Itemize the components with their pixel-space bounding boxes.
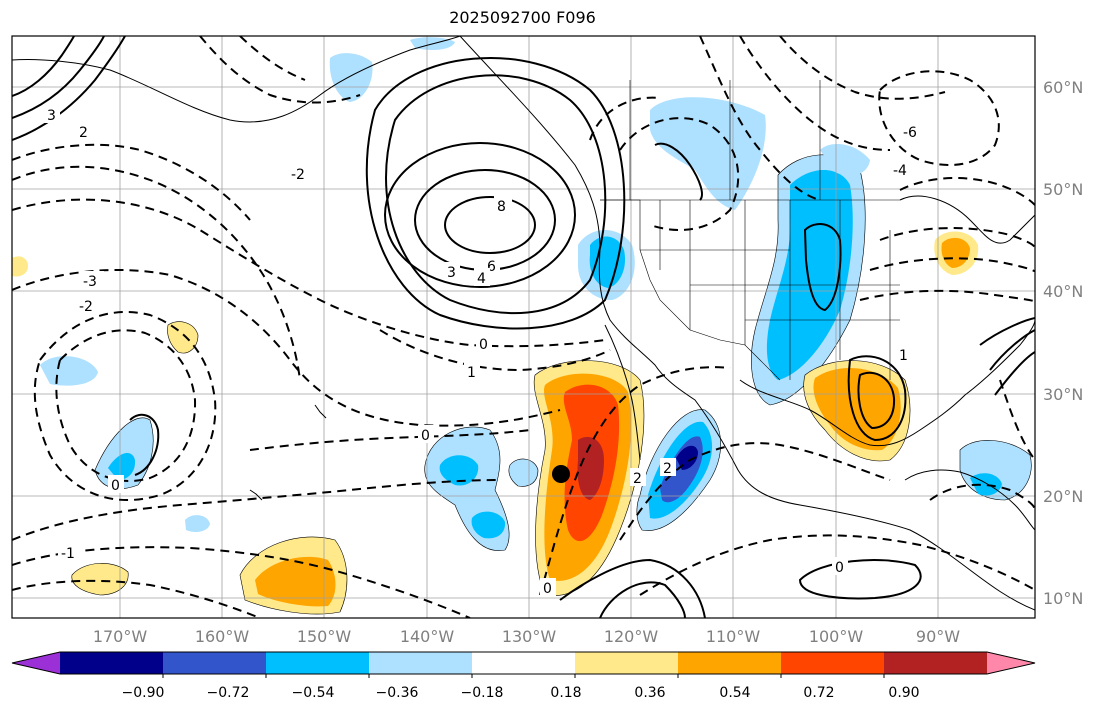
- latitude-labels: 60°N 50°N 40°N 30°N 20°N 10°N: [1043, 78, 1083, 608]
- contour-label-2-west: 2: [79, 125, 88, 141]
- contour-label-neg1: -1: [61, 546, 75, 562]
- lat-label-10: 10°N: [1043, 589, 1083, 608]
- colorbar-segment: [163, 652, 267, 674]
- contour-label-2-mexico: 2: [663, 461, 672, 477]
- lon-label-100w: 100°W: [809, 627, 864, 646]
- map-frame: [11, 35, 1036, 619]
- colorbar: [11, 651, 1036, 678]
- colorbar-tick-labels: −0.90 −0.72 −0.54 −0.36 −0.18 0.18 0.36 …: [122, 685, 920, 701]
- colorbar-outline: [11, 651, 1036, 675]
- lat-label-50: 50°N: [1043, 180, 1083, 199]
- colorbar-tick-label: 0.54: [719, 685, 750, 701]
- lon-label-170w: 170°W: [93, 627, 148, 646]
- contour-label-3-west: 3: [47, 108, 56, 124]
- map-panel: 8 6 4 3 3 2 0 1 0 0 0 0 -1 -2: [12, 36, 1035, 618]
- colorbar-segment: [266, 652, 370, 674]
- contour-label-neg2: -2: [291, 167, 305, 183]
- contour-label-neg4: -4: [893, 163, 907, 179]
- dashed-contours: [12, 36, 1035, 618]
- contour-label-0: 0: [479, 337, 488, 353]
- colorbar-segment: [472, 652, 576, 674]
- contour-labels: 8 6 4 3 3 2 0 1 0 0 0 0 -1 -2: [44, 105, 924, 597]
- graticule: [12, 36, 1035, 618]
- lon-label-160w: 160°W: [195, 627, 250, 646]
- contour-label-0-south: 0: [543, 581, 552, 597]
- lon-label-140w: 140°W: [400, 627, 455, 646]
- colorbar-extend-low: [12, 652, 60, 674]
- contour-label-1: 1: [467, 365, 476, 381]
- black-dot-marker: [552, 465, 570, 483]
- lat-label-20: 20°N: [1043, 487, 1083, 506]
- colorbar-segment: [884, 652, 988, 674]
- political-boundaries: [600, 80, 900, 381]
- contour-label-0-west: 0: [111, 478, 120, 494]
- lat-label-40: 40°N: [1043, 282, 1083, 301]
- contour-label-6: 6: [487, 259, 496, 275]
- contour-label-neg6: -6: [903, 125, 917, 141]
- contour-label-4: 4: [477, 271, 486, 287]
- colorbar-tick-label: −0.54: [292, 685, 335, 701]
- contour-label-0-east: 0: [835, 560, 844, 576]
- lon-label-90w: 90°W: [916, 627, 960, 646]
- lon-label-130w: 130°W: [502, 627, 557, 646]
- contour-label-3: 3: [447, 265, 456, 281]
- lon-label-150w: 150°W: [297, 627, 352, 646]
- colorbar-extend-high: [987, 652, 1035, 674]
- contour-label-neg2-west: -2: [79, 299, 93, 315]
- lat-label-30: 30°N: [1043, 385, 1083, 404]
- colorbar-tick-label: 0.72: [803, 685, 834, 701]
- solid-contours: [12, 36, 1035, 618]
- contour-label-neg3: -3: [83, 274, 97, 290]
- colorbar-segment: [60, 652, 164, 674]
- longitude-labels: 170°W 160°W 150°W 140°W 130°W 120°W 110°…: [93, 627, 960, 646]
- shading-layer: [12, 37, 1032, 615]
- colorbar-segment: [369, 652, 473, 674]
- contour-label-8: 8: [497, 199, 506, 215]
- colorbar-tick-label: −0.18: [461, 685, 504, 701]
- colorbar-tick-label: −0.72: [207, 685, 250, 701]
- lon-label-120w: 120°W: [604, 627, 659, 646]
- colorbar-tick-label: −0.90: [122, 685, 165, 701]
- contour-label-0-mid: 0: [421, 428, 430, 444]
- colorbar-tick-label: 0.18: [550, 685, 581, 701]
- colorbar-tick-label: 0.36: [634, 685, 665, 701]
- colorbar-segment: [575, 652, 679, 674]
- colorbar-segment: [781, 652, 885, 674]
- colorbar-segment: [678, 652, 782, 674]
- contour-label-1-gulf: 1: [899, 348, 908, 364]
- map-title: 2025092700 F096: [449, 8, 596, 27]
- lat-label-60: 60°N: [1043, 78, 1083, 97]
- colorbar-tick-label: 0.90: [888, 685, 919, 701]
- colorbar-tick-label: −0.36: [376, 685, 419, 701]
- contour-label-2-baja: 2: [633, 471, 642, 487]
- lon-label-110w: 110°W: [706, 627, 761, 646]
